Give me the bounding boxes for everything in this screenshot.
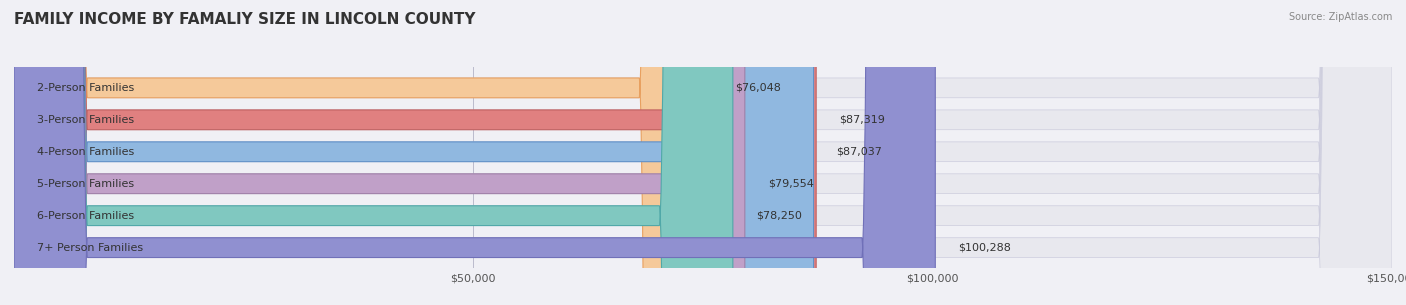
Text: 3-Person Families: 3-Person Families	[37, 115, 134, 125]
Text: Source: ZipAtlas.com: Source: ZipAtlas.com	[1288, 12, 1392, 22]
Text: $76,048: $76,048	[735, 83, 782, 93]
Text: $100,288: $100,288	[959, 243, 1011, 253]
Text: $79,554: $79,554	[768, 179, 814, 189]
Text: $87,319: $87,319	[839, 115, 884, 125]
FancyBboxPatch shape	[14, 0, 1392, 305]
Text: FAMILY INCOME BY FAMALIY SIZE IN LINCOLN COUNTY: FAMILY INCOME BY FAMALIY SIZE IN LINCOLN…	[14, 12, 475, 27]
FancyBboxPatch shape	[14, 0, 814, 305]
FancyBboxPatch shape	[14, 0, 935, 305]
Text: 4-Person Families: 4-Person Families	[37, 147, 135, 157]
Text: $87,037: $87,037	[837, 147, 883, 157]
FancyBboxPatch shape	[14, 0, 745, 305]
Text: 6-Person Families: 6-Person Families	[37, 211, 134, 221]
FancyBboxPatch shape	[14, 0, 733, 305]
FancyBboxPatch shape	[14, 0, 1392, 305]
Text: 2-Person Families: 2-Person Families	[37, 83, 135, 93]
FancyBboxPatch shape	[14, 0, 1392, 305]
FancyBboxPatch shape	[14, 0, 815, 305]
FancyBboxPatch shape	[14, 0, 1392, 305]
FancyBboxPatch shape	[14, 0, 713, 305]
FancyBboxPatch shape	[14, 0, 1392, 305]
Text: 7+ Person Families: 7+ Person Families	[37, 243, 143, 253]
FancyBboxPatch shape	[14, 0, 1392, 305]
Text: 5-Person Families: 5-Person Families	[37, 179, 134, 189]
Text: $78,250: $78,250	[756, 211, 801, 221]
